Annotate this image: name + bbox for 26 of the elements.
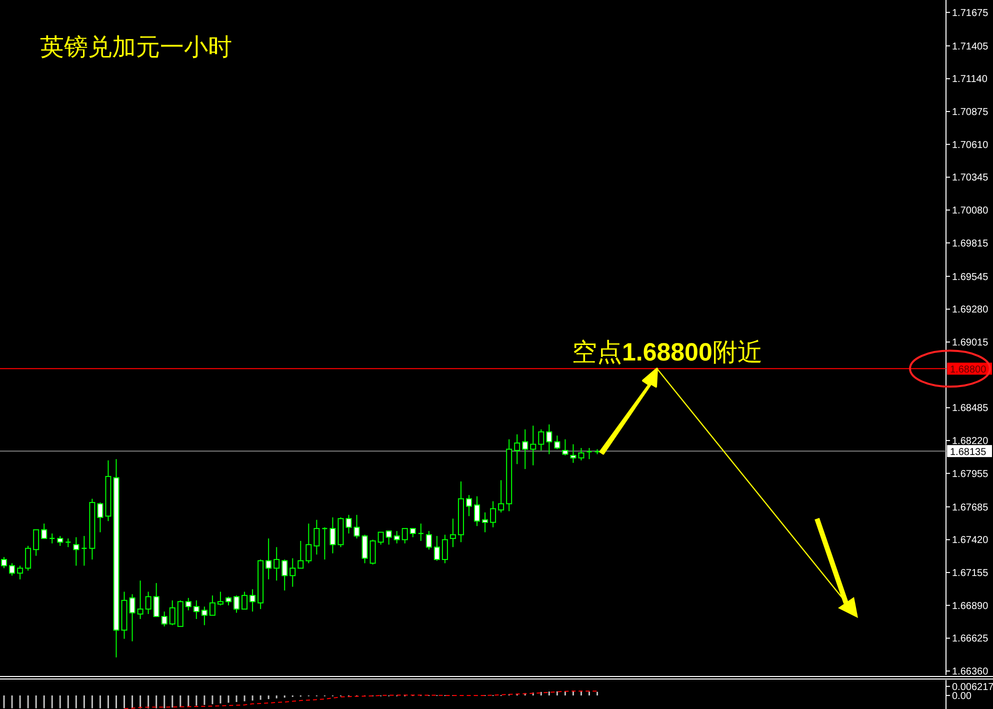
- y-tick-label: 1.69815: [952, 238, 989, 250]
- y-tick-label: 1.66360: [952, 666, 989, 678]
- text: 英镑兑加元一小时: [40, 34, 232, 61]
- y-tick-label: 1.69280: [952, 304, 989, 316]
- ref-line-label: 1.68135: [950, 447, 987, 458]
- y-tick-label: 1.69545: [952, 272, 989, 283]
- y-tick-label: 1.67955: [952, 468, 989, 480]
- y-tick-label: 0.00: [952, 690, 972, 702]
- y-tick-label: 1.67155: [952, 568, 989, 580]
- y-tick-label: 1.71675: [952, 8, 989, 19]
- y-tick-label: 1.66625: [952, 634, 989, 645]
- y-tick-label: 1.69015: [952, 338, 989, 349]
- y-tick-label: 1.70875: [952, 107, 989, 118]
- ref-line-label: 1.68800: [950, 364, 987, 376]
- y-tick-label: 1.68220: [952, 436, 989, 448]
- y-tick-label: 1.70610: [952, 140, 989, 151]
- annotation: 空点1.68800附近: [572, 338, 762, 367]
- y-tick-label: 1.66890: [952, 600, 989, 612]
- y-tick-label: 1.70080: [952, 206, 989, 217]
- y-tick-label: 1.71405: [952, 41, 989, 52]
- y-tick-label: 1.70345: [952, 172, 989, 184]
- y-tick-label: 1.67685: [952, 502, 989, 514]
- y-tick-label: 1.71140: [952, 74, 988, 86]
- y-tick-label: 1.67420: [952, 535, 989, 546]
- y-tick-label: 1.68485: [952, 403, 989, 414]
- y-tick-label: 0.006217: [952, 682, 993, 693]
